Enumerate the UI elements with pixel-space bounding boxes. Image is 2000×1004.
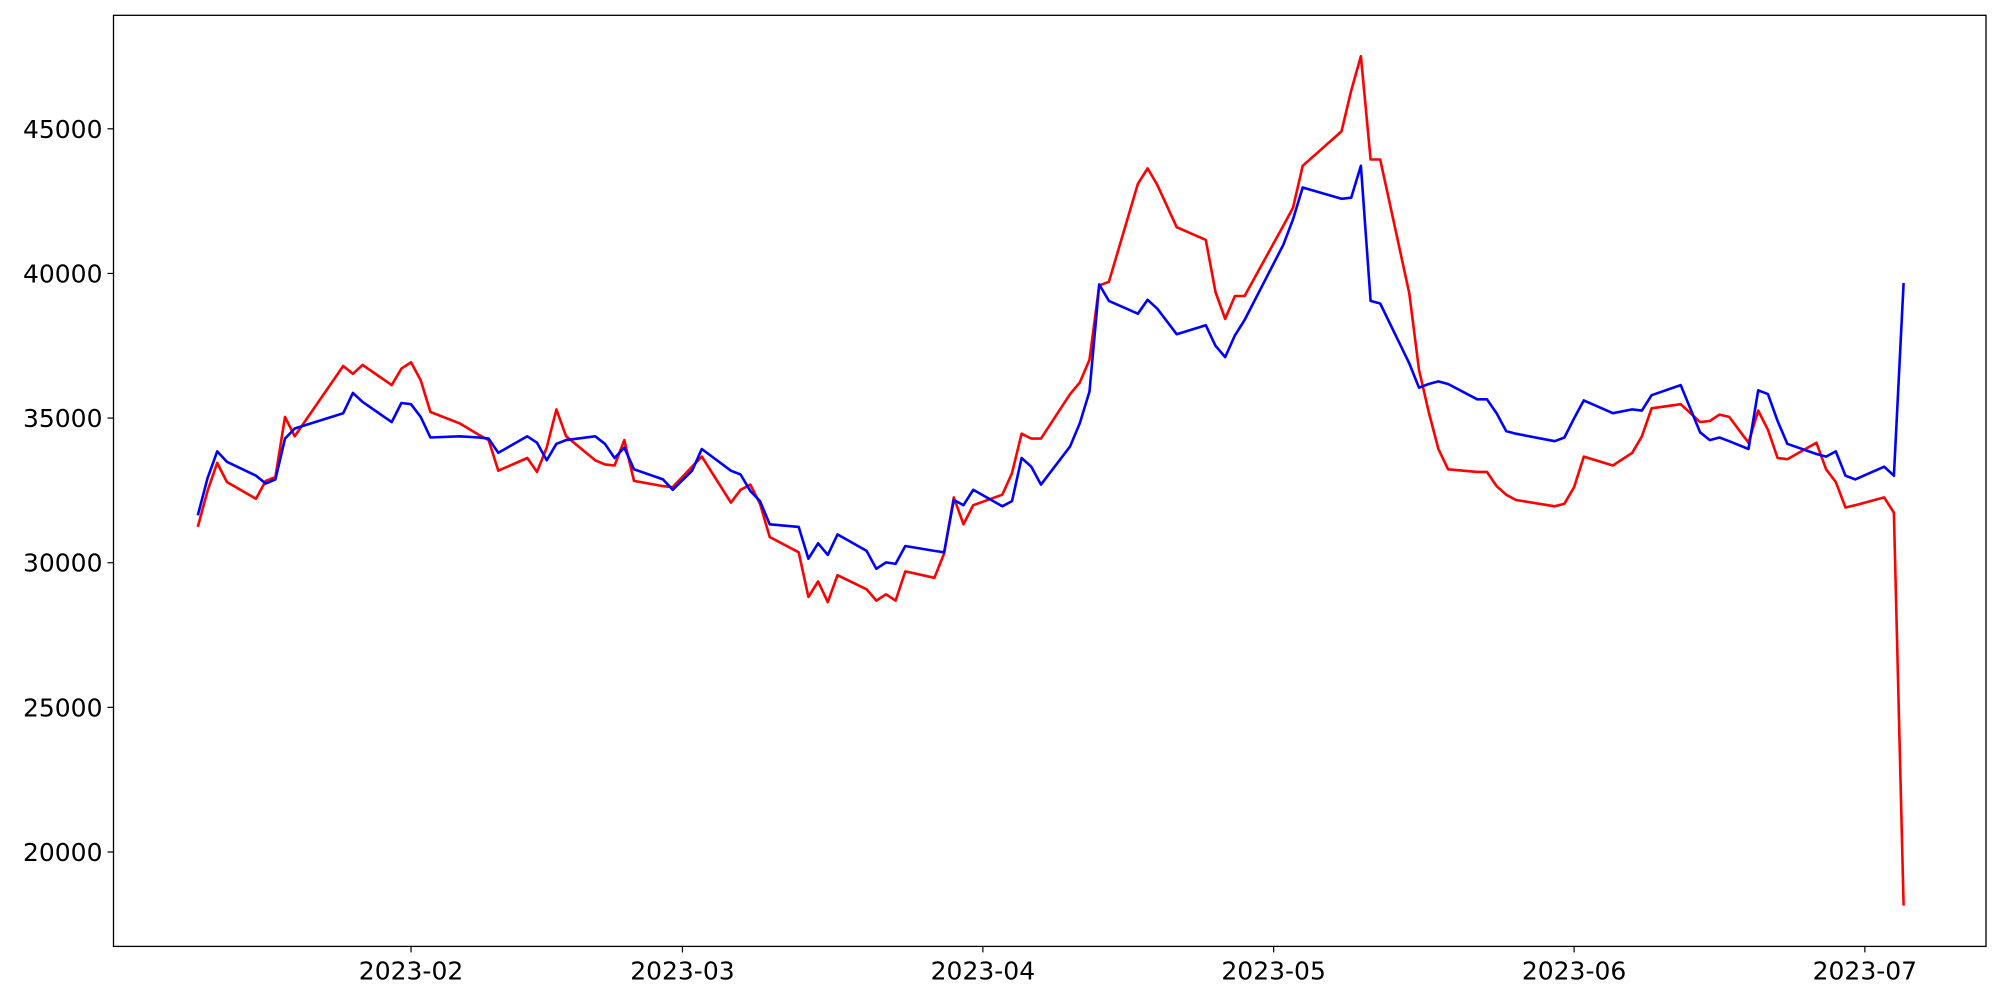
y-tick-label: 35000 xyxy=(23,404,103,433)
plot-frame xyxy=(112,14,1987,948)
x-tick-label: 2023-04 xyxy=(931,956,1035,985)
y-tick-label: 40000 xyxy=(23,259,103,288)
series-line xyxy=(196,54,1905,906)
x-tick-label: 2023-05 xyxy=(1221,956,1325,985)
x-tick-label: 2023-06 xyxy=(1522,956,1626,985)
y-tick-label: 30000 xyxy=(23,549,103,578)
y-tick-label: 20000 xyxy=(23,838,103,867)
y-tick-label: 25000 xyxy=(23,693,103,722)
x-tick-label: 2023-02 xyxy=(359,956,463,985)
x-tick-label: 2023-07 xyxy=(1813,956,1917,985)
x-tick-label: 2023-03 xyxy=(630,956,734,985)
series-line xyxy=(196,164,1905,571)
y-tick-label: 45000 xyxy=(23,115,103,144)
